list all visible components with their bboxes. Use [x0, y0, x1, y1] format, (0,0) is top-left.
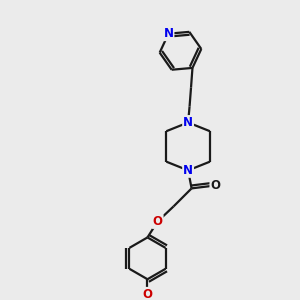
- Text: O: O: [210, 179, 220, 192]
- Text: N: N: [183, 164, 193, 177]
- Text: N: N: [183, 116, 193, 129]
- Text: N: N: [164, 27, 173, 40]
- Text: O: O: [142, 288, 152, 300]
- Text: O: O: [153, 215, 163, 228]
